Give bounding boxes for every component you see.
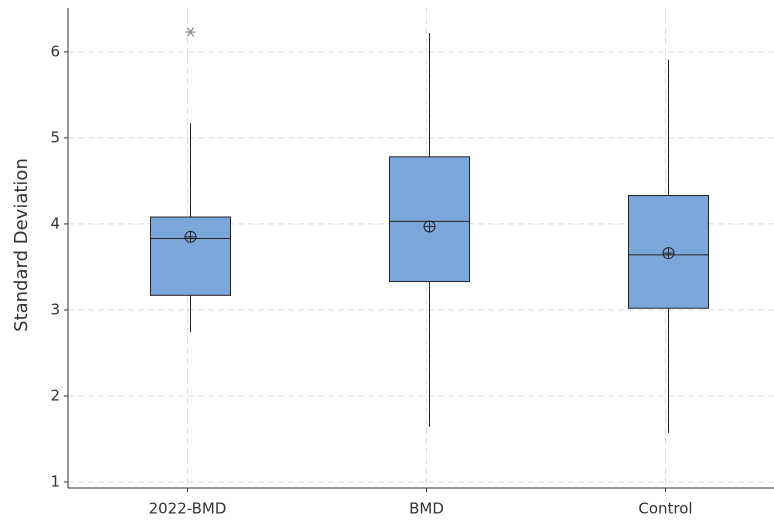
y-tick-label: 3 — [50, 300, 60, 318]
mean-cross — [424, 220, 435, 232]
mean-cross — [663, 247, 674, 259]
y-axis-label: Standard Deviation — [11, 158, 32, 332]
mean-cross — [185, 231, 196, 243]
box — [150, 216, 231, 296]
y-tick-label: 5 — [50, 128, 60, 146]
x-tick-label: BMD — [409, 500, 444, 518]
y-tick-label: 4 — [50, 214, 60, 232]
x-tick-label: Control — [638, 500, 692, 518]
mean-marker — [662, 247, 675, 260]
mean-marker — [423, 220, 436, 233]
mean-marker — [184, 230, 197, 243]
box — [389, 156, 470, 283]
outlier — [185, 27, 196, 37]
y-tick-label: 6 — [50, 42, 60, 60]
y-tick-label: 1 — [50, 472, 60, 490]
x-tick-label: 2022-BMD — [149, 500, 227, 518]
y-tick-label: 2 — [50, 386, 60, 404]
